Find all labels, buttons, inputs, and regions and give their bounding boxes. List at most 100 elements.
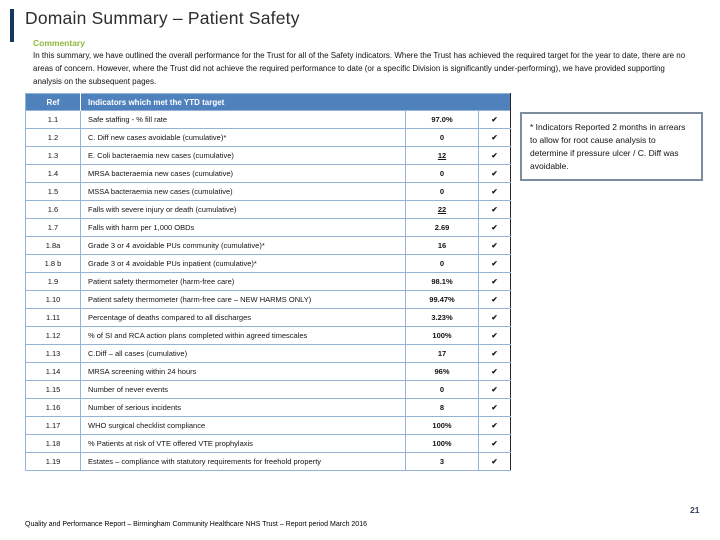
- row-indicator: E. Coli bacteraemia new cases (cumulativ…: [80, 146, 406, 165]
- row-ref: 1.7: [25, 218, 81, 237]
- met-check-icon: ✔: [478, 380, 511, 399]
- met-check-icon: ✔: [478, 110, 511, 129]
- row-indicator: MRSA bacteraemia new cases (cumulative): [80, 164, 406, 183]
- commentary-heading: Commentary: [33, 38, 85, 48]
- row-indicator: Number of never events: [80, 380, 406, 399]
- value-column-header: [405, 93, 479, 111]
- row-ref: 1.15: [25, 380, 81, 399]
- table-row: 1.19 Estates – compliance with statutory…: [25, 452, 511, 471]
- met-check-icon: ✔: [478, 236, 511, 255]
- row-value: 0: [405, 254, 479, 273]
- table-row: 1.17 WHO surgical checklist compliance 1…: [25, 416, 511, 435]
- ref-column-header: Ref: [25, 93, 81, 111]
- table-row: 1.2 C. Diff new cases avoidable (cumulat…: [25, 128, 511, 147]
- met-check-icon: ✔: [478, 254, 511, 273]
- row-ref: 1.9: [25, 272, 81, 291]
- met-check-icon: ✔: [478, 272, 511, 291]
- met-check-icon: ✔: [478, 452, 511, 471]
- page-number: 21: [690, 505, 700, 515]
- row-indicator: Safe staffing - % fill rate: [80, 110, 406, 129]
- row-ref: 1.8a: [25, 236, 81, 255]
- row-value: 100%: [405, 434, 479, 453]
- met-check-icon: ✔: [478, 182, 511, 201]
- table-row: 1.11 Percentage of deaths compared to al…: [25, 308, 511, 327]
- commentary-text: In this summary, we have outlined the ov…: [33, 51, 686, 86]
- row-ref: 1.4: [25, 164, 81, 183]
- met-check-icon: ✔: [478, 218, 511, 237]
- met-check-icon: ✔: [478, 164, 511, 183]
- row-indicator: % of SI and RCA action plans completed w…: [80, 326, 406, 345]
- row-value[interactable]: 12: [405, 146, 479, 165]
- row-indicator: Patient safety thermometer (harm-free ca…: [80, 272, 406, 291]
- row-indicator: C. Diff new cases avoidable (cumulative)…: [80, 128, 406, 147]
- met-check-icon: ✔: [478, 128, 511, 147]
- row-value: 8: [405, 398, 479, 417]
- row-ref: 1.11: [25, 308, 81, 327]
- met-check-icon: ✔: [478, 416, 511, 435]
- row-ref: 1.5: [25, 182, 81, 201]
- table-row: 1.18 % Patients at risk of VTE offered V…: [25, 434, 511, 453]
- row-indicator: Falls with severe injury or death (cumul…: [80, 200, 406, 219]
- row-value: 98.1%: [405, 272, 479, 291]
- met-check-icon: ✔: [478, 146, 511, 165]
- table-row: 1.13 C.Diff – all cases (cumulative) 17 …: [25, 344, 511, 363]
- row-value: 0: [405, 380, 479, 399]
- met-check-icon: ✔: [478, 344, 511, 363]
- row-value[interactable]: 22: [405, 200, 479, 219]
- table-row: 1.1 Safe staffing - % fill rate 97.0% ✔: [25, 110, 511, 129]
- row-value: 2.69: [405, 218, 479, 237]
- row-value: 97.0%: [405, 110, 479, 129]
- row-value: 0: [405, 164, 479, 183]
- row-indicator: MRSA screening within 24 hours: [80, 362, 406, 381]
- row-ref: 1.17: [25, 416, 81, 435]
- row-value: 99.47%: [405, 290, 479, 309]
- met-check-icon: ✔: [478, 362, 511, 381]
- row-indicator: WHO surgical checklist compliance: [80, 416, 406, 435]
- row-value: 0: [405, 182, 479, 201]
- met-check-icon: ✔: [478, 308, 511, 327]
- row-indicator: MSSA bacteraemia new cases (cumulative): [80, 182, 406, 201]
- report-footer: Quality and Performance Report – Birming…: [25, 521, 367, 528]
- row-value: 3.23%: [405, 308, 479, 327]
- row-ref: 1.3: [25, 146, 81, 165]
- row-indicator: Patient safety thermometer (harm-free ca…: [80, 290, 406, 309]
- row-ref: 1.6: [25, 200, 81, 219]
- table-row: 1.8a Grade 3 or 4 avoidable PUs communit…: [25, 236, 511, 255]
- status-column-header: [478, 93, 511, 111]
- met-check-icon: ✔: [478, 434, 511, 453]
- indicator-column-header: Indicators which met the YTD target: [80, 93, 406, 111]
- row-value: 96%: [405, 362, 479, 381]
- table-row: 1.5 MSSA bacteraemia new cases (cumulati…: [25, 182, 511, 201]
- row-ref: 1.10: [25, 290, 81, 309]
- table-row: 1.8 b Grade 3 or 4 avoidable PUs inpatie…: [25, 254, 511, 273]
- row-value: 100%: [405, 416, 479, 435]
- row-ref: 1.8 b: [25, 254, 81, 273]
- table-row: 1.15 Number of never events 0 ✔: [25, 380, 511, 399]
- row-value: 100%: [405, 326, 479, 345]
- met-check-icon: ✔: [478, 398, 511, 417]
- met-check-icon: ✔: [478, 290, 511, 309]
- row-ref: 1.16: [25, 398, 81, 417]
- table-row: 1.6 Falls with severe injury or death (c…: [25, 200, 511, 219]
- row-indicator: % Patients at risk of VTE offered VTE pr…: [80, 434, 406, 453]
- row-indicator: Estates – compliance with statutory requ…: [80, 452, 406, 471]
- met-check-icon: ✔: [478, 200, 511, 219]
- row-indicator: Grade 3 or 4 avoidable PUs inpatient (cu…: [80, 254, 406, 273]
- table-row: 1.10 Patient safety thermometer (harm-fr…: [25, 290, 511, 309]
- row-ref: 1.12: [25, 326, 81, 345]
- row-ref: 1.19: [25, 452, 81, 471]
- row-ref: 1.14: [25, 362, 81, 381]
- table-row: 1.14 MRSA screening within 24 hours 96% …: [25, 362, 511, 381]
- table-header-row: Ref Indicators which met the YTD target: [25, 93, 511, 111]
- met-check-icon: ✔: [478, 326, 511, 345]
- row-ref: 1.2: [25, 128, 81, 147]
- row-value: 3: [405, 452, 479, 471]
- arrears-footnote: * Indicators Reported 2 months in arrear…: [520, 112, 703, 181]
- row-value: 16: [405, 236, 479, 255]
- row-indicator: Percentage of deaths compared to all dis…: [80, 308, 406, 327]
- row-value: 0: [405, 128, 479, 147]
- row-indicator: Number of serious incidents: [80, 398, 406, 417]
- row-indicator: Falls with harm per 1,000 OBDs: [80, 218, 406, 237]
- row-indicator: C.Diff – all cases (cumulative): [80, 344, 406, 363]
